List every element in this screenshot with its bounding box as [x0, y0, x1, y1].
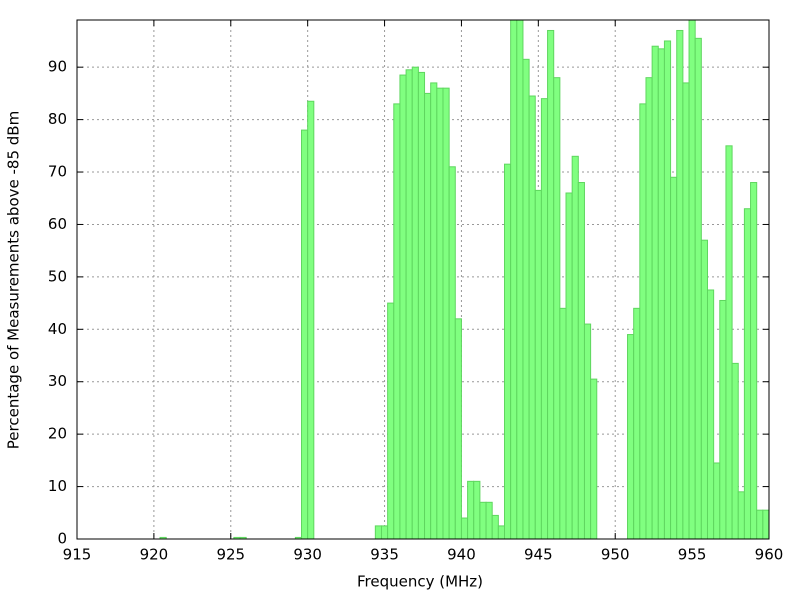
bar — [540, 98, 549, 540]
bar — [762, 509, 770, 540]
y-tick-label: 0 — [57, 530, 67, 548]
bar — [534, 189, 542, 540]
bar — [750, 182, 758, 540]
bar — [504, 163, 512, 540]
x-axis-label: Frequency (MHz) — [357, 573, 483, 591]
y-tick-label: 60 — [48, 215, 67, 233]
y-axis-label: Percentage of Measurements above -85 dBm — [5, 111, 23, 449]
bar — [399, 74, 407, 540]
x-tick-label: 955 — [678, 546, 707, 564]
bar — [725, 145, 733, 540]
bar — [430, 82, 438, 540]
bar — [485, 501, 493, 540]
x-tick-label: 950 — [601, 546, 630, 564]
bar — [522, 58, 530, 540]
bar — [706, 289, 715, 540]
bar — [374, 525, 382, 540]
y-tick-label: 20 — [48, 425, 67, 443]
y-tick-label: 30 — [48, 372, 67, 390]
y-tick-label: 50 — [48, 267, 67, 285]
bar — [467, 480, 475, 540]
x-tick-label: 940 — [447, 546, 476, 564]
bar — [460, 517, 469, 540]
bar — [743, 208, 752, 540]
bar — [448, 166, 456, 540]
bar — [694, 37, 702, 540]
bar — [387, 302, 395, 540]
bar — [583, 323, 592, 540]
bar — [713, 462, 721, 540]
bar — [700, 239, 708, 540]
bar — [528, 95, 536, 540]
bar — [565, 192, 573, 540]
bar — [559, 307, 567, 540]
bar — [719, 299, 727, 540]
bar — [577, 182, 585, 540]
bar — [442, 87, 450, 540]
bar — [454, 318, 462, 540]
bar — [676, 29, 684, 540]
bar — [657, 48, 665, 540]
x-tick-label: 945 — [524, 546, 553, 564]
bar — [301, 129, 309, 540]
bar — [682, 82, 690, 540]
x-tick-label: 920 — [140, 546, 169, 564]
y-tick-label: 80 — [48, 110, 67, 128]
bar — [633, 307, 641, 540]
bar — [380, 525, 389, 540]
bar — [571, 155, 579, 540]
bar — [516, 19, 524, 540]
bar — [417, 71, 426, 540]
y-tick-label: 40 — [48, 320, 67, 338]
bar — [436, 87, 444, 540]
bar — [737, 491, 745, 540]
bar — [405, 69, 413, 540]
y-tick-label: 70 — [48, 163, 67, 181]
bar — [645, 77, 653, 540]
x-tick-label: 935 — [370, 546, 399, 564]
bar — [411, 66, 419, 540]
bar — [497, 525, 506, 540]
x-tick-label: 960 — [755, 546, 784, 564]
y-tick-label: 90 — [48, 58, 67, 76]
bar — [424, 92, 432, 540]
bar — [639, 103, 647, 540]
bar — [491, 514, 499, 540]
bar — [627, 334, 635, 540]
bar — [670, 176, 678, 540]
bar — [663, 40, 672, 540]
bar — [307, 100, 315, 540]
x-tick-label: 915 — [63, 546, 92, 564]
x-tick-label: 930 — [293, 546, 322, 564]
bar — [756, 509, 764, 540]
bar — [553, 77, 561, 540]
bar — [651, 45, 659, 540]
y-tick-label: 10 — [48, 477, 67, 495]
bar — [479, 501, 487, 540]
bar — [473, 480, 481, 540]
x-tick-label: 925 — [216, 546, 245, 564]
bar — [688, 19, 696, 540]
bar — [590, 378, 598, 540]
bar — [510, 19, 518, 540]
bar — [547, 29, 555, 540]
bar — [731, 362, 739, 540]
plot-frame — [76, 19, 770, 540]
bar — [393, 103, 401, 540]
